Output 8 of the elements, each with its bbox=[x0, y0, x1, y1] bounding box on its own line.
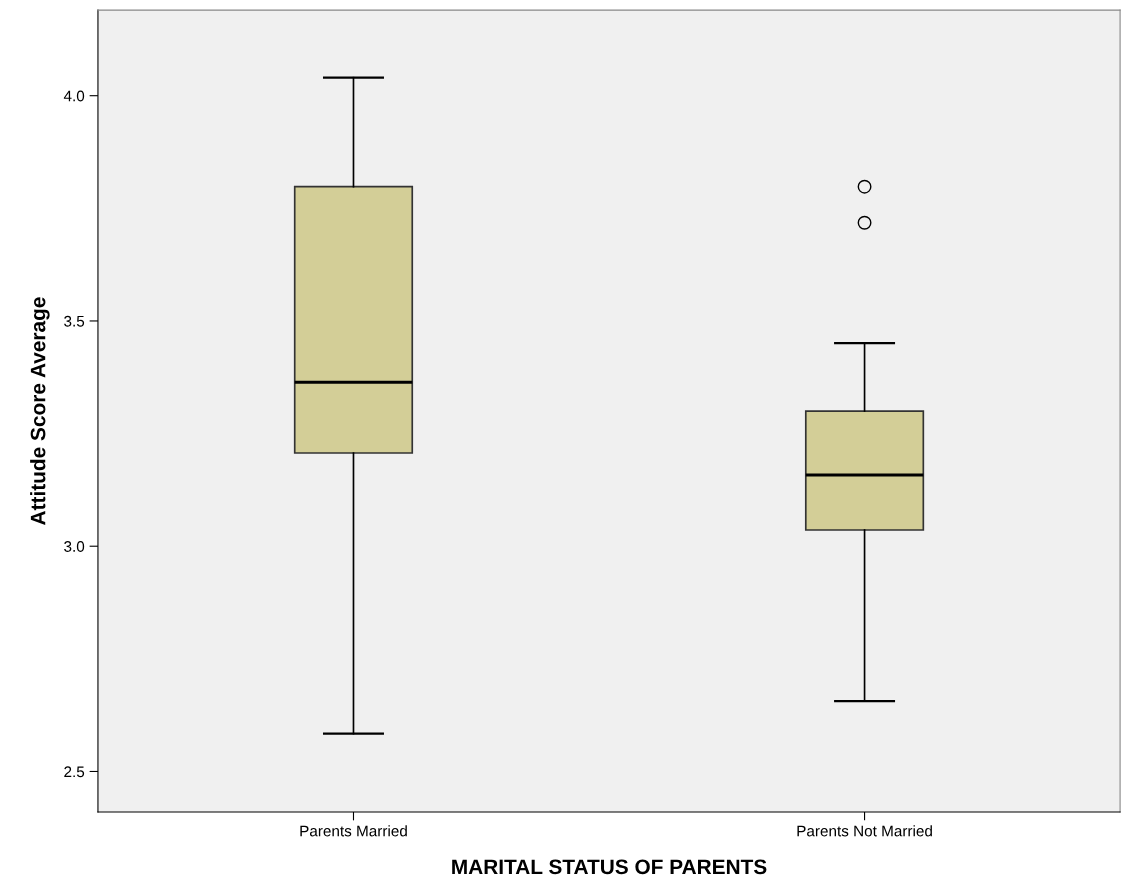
y-tick-label: 2.5 bbox=[64, 766, 85, 778]
y-tick-label: 3.0 bbox=[64, 541, 85, 552]
y-tick-label: 4.0 bbox=[63, 90, 85, 102]
y-axis-title: Attitude Score Average bbox=[30, 297, 50, 525]
y-tick-label: 3.5 bbox=[64, 315, 85, 327]
x-tick-label: Parents Not Married bbox=[797, 825, 932, 837]
x-axis-title: MARITAL STATUS OF PARENTS bbox=[452, 859, 767, 875]
x-tick-label: Parents Married bbox=[300, 825, 407, 837]
